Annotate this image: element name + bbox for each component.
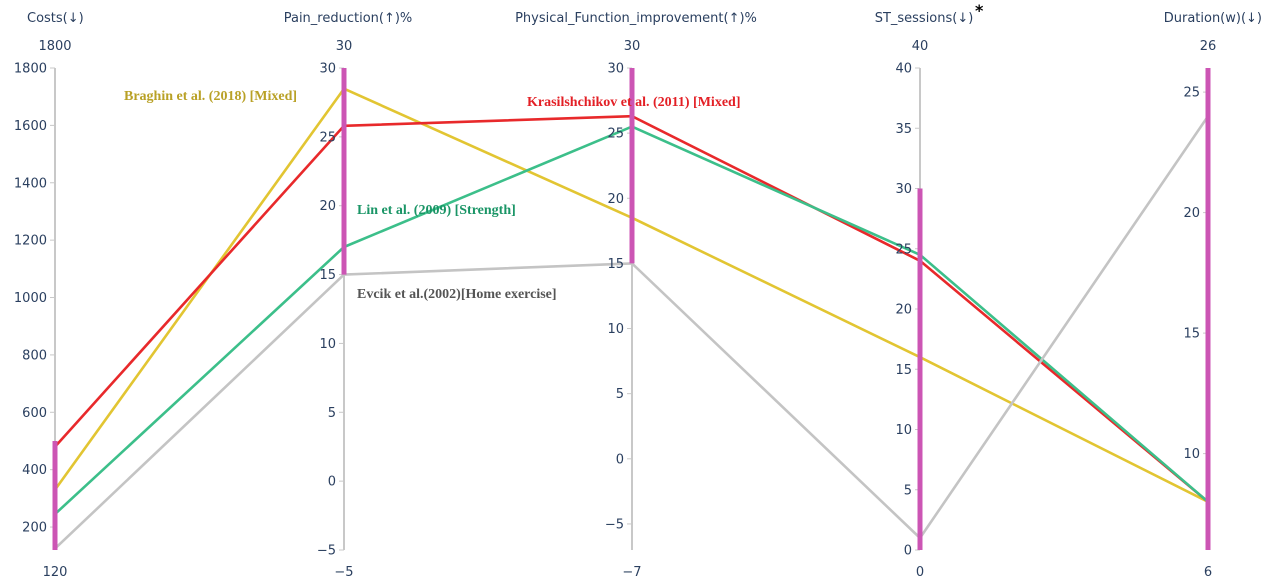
tick-label-2-0: −5 (605, 517, 624, 532)
constraint-bars-layer (52, 68, 1211, 550)
tick-label-3-4: 20 (895, 303, 912, 318)
tick-label-4-1: 15 (1183, 327, 1200, 342)
series-label-krasilshchikov: Krasilshchikov et al. (2011) [Mixed] (527, 95, 741, 110)
tick-label-1-4: 15 (319, 268, 336, 283)
axis-title-1: Pain_reduction(↑)% (284, 11, 413, 26)
tick-label-0-0: 200 (22, 521, 47, 536)
tick-label-0-5: 1200 (14, 234, 47, 249)
tick-label-1-3: 10 (319, 337, 336, 352)
axis-range-bottom-1: −5 (334, 565, 353, 580)
series-label-braghin: Braghin et al. (2018) [Mixed] (124, 89, 297, 104)
tick-label-2-4: 15 (607, 257, 624, 272)
series-label-lin: Lin et al. (2009) [Strength] (357, 203, 516, 218)
axis-range-top-4: 26 (1200, 39, 1217, 54)
tick-label-3-1: 5 (904, 483, 912, 498)
axis-range-top-1: 30 (336, 39, 353, 54)
tick-label-2-1: 0 (616, 452, 624, 467)
tick-label-2-7: 30 (607, 62, 624, 77)
axis-title-4: Duration(w)(↓) (1164, 11, 1262, 26)
tick-label-3-2: 10 (895, 423, 912, 438)
axes-layer (50, 67, 1209, 551)
axis-range-top-0: 1800 (38, 39, 71, 54)
series-label-evcik: Evcik et al.(2002)[Home exercise] (357, 287, 557, 302)
tick-label-1-1: 0 (328, 475, 336, 490)
tick-label-4-0: 10 (1183, 447, 1200, 462)
tick-label-4-2: 20 (1183, 206, 1200, 221)
tick-label-1-0: −5 (317, 544, 336, 559)
axis-title-2: Physical_Function_improvement(↑)% (515, 11, 757, 26)
tick-label-1-6: 25 (319, 130, 336, 145)
tick-label-1-5: 20 (319, 199, 336, 214)
tick-label-2-5: 20 (607, 192, 624, 207)
axis-title-0: Costs(↓) (27, 11, 84, 26)
tick-label-2-2: 5 (616, 387, 624, 402)
tick-label-1-7: 30 (319, 62, 336, 77)
axis-asterisk-3: * (975, 1, 984, 20)
tick-label-3-3: 15 (895, 363, 912, 378)
axis-title-3: ST_sessions(↓) (875, 11, 974, 26)
tick-label-3-5: 25 (895, 242, 912, 257)
tick-label-0-3: 800 (22, 348, 47, 363)
tick-label-3-6: 30 (895, 182, 912, 197)
tick-label-2-3: 10 (607, 322, 624, 337)
text-layer: Costs(↓)18001202004006008001000120014001… (14, 1, 1262, 580)
tick-label-0-4: 1000 (14, 291, 47, 306)
axis-range-bottom-4: 6 (1204, 565, 1212, 580)
tick-label-3-8: 40 (895, 62, 912, 77)
tick-label-3-7: 35 (895, 122, 912, 137)
axis-range-bottom-3: 0 (916, 565, 924, 580)
tick-label-4-3: 25 (1183, 86, 1200, 101)
tick-label-0-8: 1800 (14, 62, 47, 77)
tick-label-2-6: 25 (607, 127, 624, 142)
tick-label-3-0: 0 (904, 544, 912, 559)
axis-range-bottom-0: 120 (43, 565, 68, 580)
axis-range-top-3: 40 (912, 39, 929, 54)
tick-label-0-2: 600 (22, 406, 47, 421)
axis-range-top-2: 30 (624, 39, 641, 54)
tick-label-0-1: 400 (22, 463, 47, 478)
tick-label-1-2: 5 (328, 406, 336, 421)
tick-label-0-6: 1400 (14, 176, 47, 191)
axis-range-bottom-2: −7 (622, 565, 641, 580)
tick-label-0-7: 1600 (14, 119, 47, 134)
